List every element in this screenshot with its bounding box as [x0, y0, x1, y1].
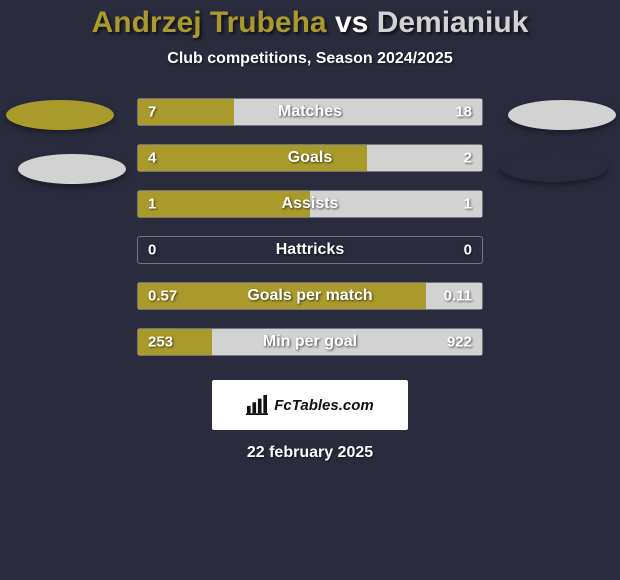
bar-value-player2: 922: [447, 334, 472, 351]
bar-value-player1: 4: [148, 150, 156, 167]
player1-badge-bot: [18, 154, 126, 184]
bar-segment-player2: [310, 191, 482, 217]
brand-badge: FcTables.com: [212, 380, 408, 430]
bar-value-player2: 18: [455, 104, 472, 121]
bar-label: Hattricks: [138, 241, 482, 259]
bar-row: 718Matches: [137, 98, 483, 126]
player1-badge-top: [6, 100, 114, 130]
bar-value-player1: 0: [148, 242, 156, 259]
bar-value-player1: 0.57: [148, 288, 177, 305]
bar-segment-player1: [138, 191, 310, 217]
bar-segment-player2: [234, 99, 482, 125]
bar-segment-player1: [138, 283, 426, 309]
subtitle: Club competitions, Season 2024/2025: [167, 50, 452, 68]
page-title: Andrzej Trubeha vs Demianiuk: [92, 6, 529, 40]
bar-chart-icon: [246, 395, 268, 415]
player2-badge-top: [508, 100, 616, 130]
bar-value-player2: 0: [464, 242, 472, 259]
bar-row: 11Assists: [137, 190, 483, 218]
comparison-chart: 718Matches42Goals11Assists00Hattricks0.5…: [0, 98, 620, 356]
bar-row: 253922Min per goal: [137, 328, 483, 356]
bar-value-player1: 7: [148, 104, 156, 121]
bar-segment-player2: [212, 329, 482, 355]
title-player2: Demianiuk: [377, 6, 529, 39]
bar-value-player2: 1: [464, 196, 472, 213]
bars-container: 718Matches42Goals11Assists00Hattricks0.5…: [137, 98, 483, 356]
bar-row: 42Goals: [137, 144, 483, 172]
bar-value-player2: 2: [464, 150, 472, 167]
bar-value-player1: 253: [148, 334, 173, 351]
date-text: 22 february 2025: [247, 444, 373, 462]
title-vs: vs: [335, 6, 368, 39]
title-player1: Andrzej Trubeha: [92, 6, 327, 39]
bar-segment-player1: [138, 145, 367, 171]
bar-value-player2: 0.11: [444, 288, 472, 305]
player2-badge-bot: [500, 152, 608, 182]
bar-row: 0.570.11Goals per match: [137, 282, 483, 310]
brand-text: FcTables.com: [274, 397, 373, 414]
bar-value-player1: 1: [148, 196, 156, 213]
bar-row: 0 0Hattricks: [137, 236, 483, 264]
